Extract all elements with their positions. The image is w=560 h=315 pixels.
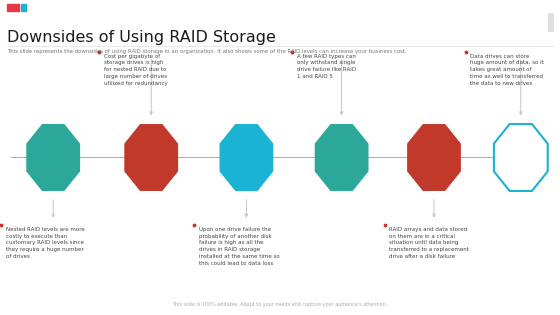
Polygon shape (220, 124, 273, 191)
Text: Upon one drive failure the
probability of another disk
failure is high as all th: Upon one drive failure the probability o… (199, 227, 279, 266)
Text: RAID arrays and data stored
on them are in a critical
situation until data being: RAID arrays and data stored on them are … (389, 227, 469, 259)
Text: Cost per gigabyte of
storage drives is high
for nested RAID due to
large number : Cost per gigabyte of storage drives is h… (104, 54, 167, 86)
Text: Nested RAID levels are more
costly to execute than
customary RAID levels since
t: Nested RAID levels are more costly to ex… (6, 227, 85, 259)
Bar (7, 4, 19, 11)
Text: Data drives can store
huge amount of data, so it
takes great amount of
time as w: Data drives can store huge amount of dat… (470, 54, 544, 86)
Bar (21, 4, 26, 11)
Text: Downsides of Using RAID Storage: Downsides of Using RAID Storage (7, 30, 276, 45)
Polygon shape (315, 124, 368, 191)
Polygon shape (26, 124, 80, 191)
Bar (548, 13, 554, 32)
Polygon shape (407, 124, 461, 191)
Polygon shape (124, 124, 178, 191)
Text: A few RAID types can
only withstand single
drive failure like RAID
1 and RAID 5: A few RAID types can only withstand sing… (297, 54, 356, 79)
Text: This slide represents the downsides of using RAID storage in an organization. It: This slide represents the downsides of u… (7, 49, 407, 54)
Text: This slide is 100% editable. Adapt to your needs and capture your audience's att: This slide is 100% editable. Adapt to yo… (172, 302, 388, 307)
Polygon shape (494, 124, 548, 191)
